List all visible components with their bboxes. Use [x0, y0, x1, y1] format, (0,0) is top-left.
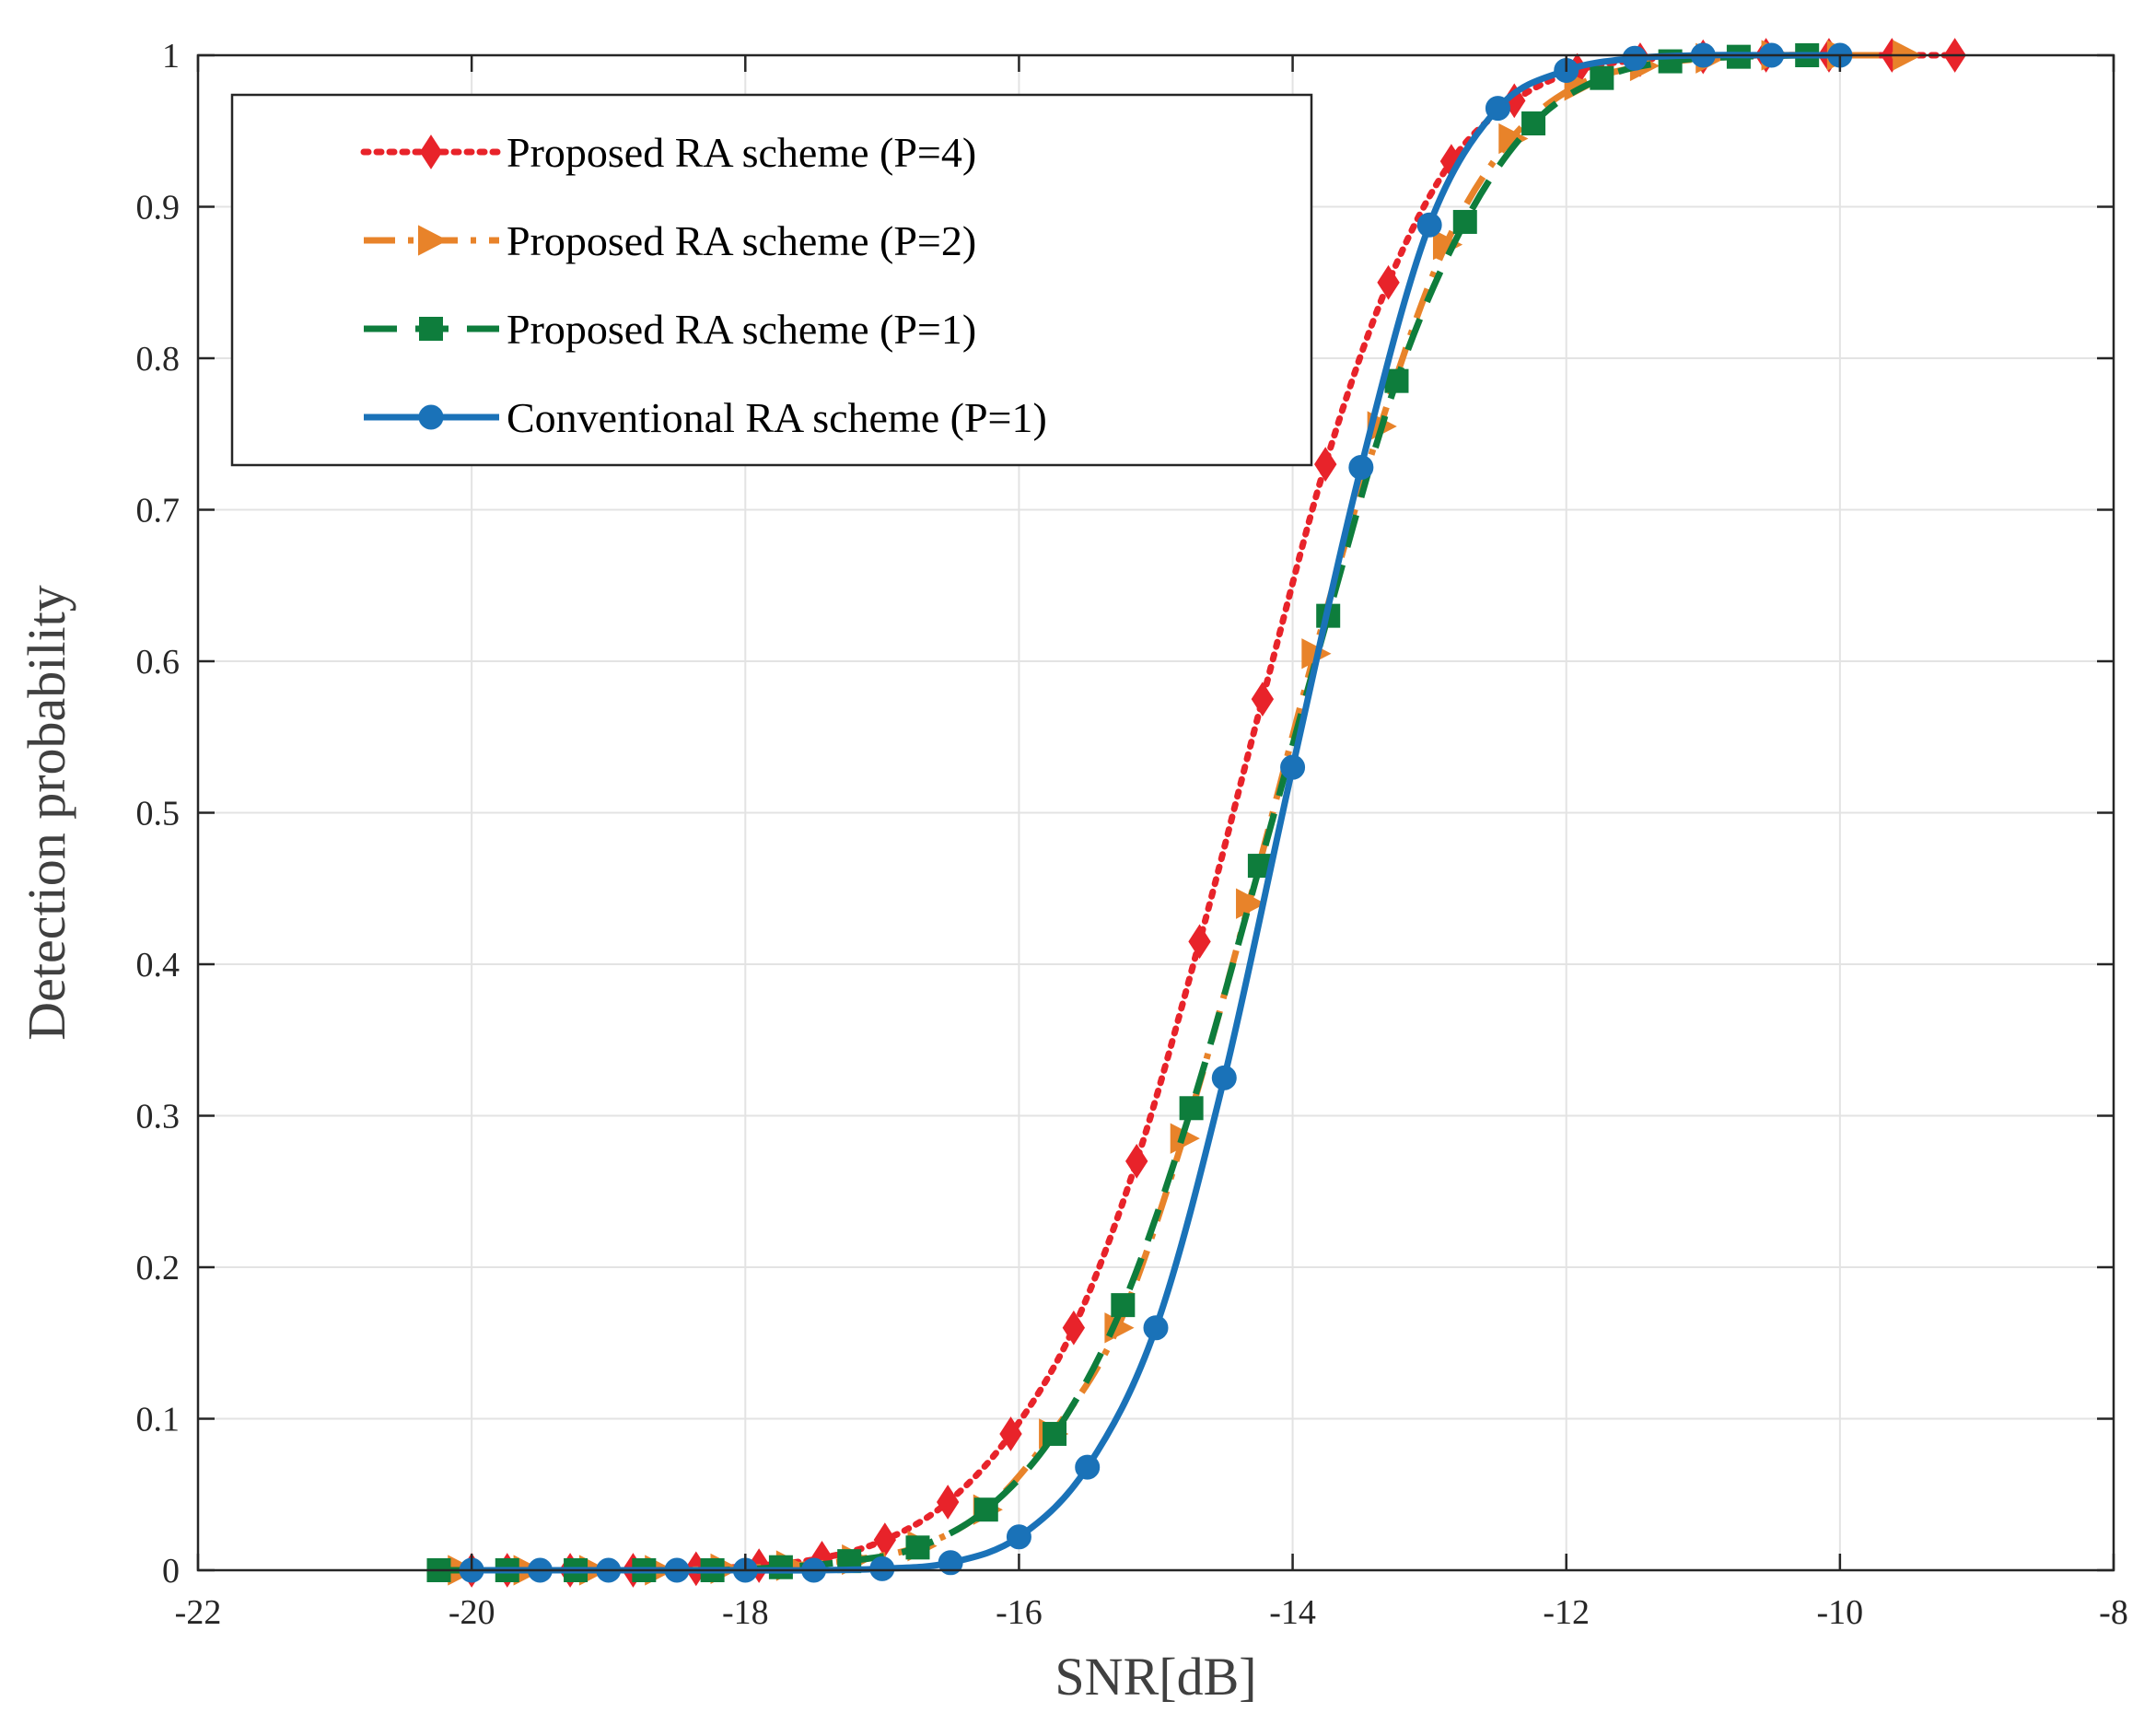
legend-label: Proposed RA scheme (P=1)	[507, 306, 976, 353]
legend-marker	[419, 317, 443, 341]
legend-box	[230, 93, 1313, 467]
data-point	[1452, 209, 1477, 234]
data-point	[1062, 1310, 1086, 1346]
data-point	[1280, 754, 1306, 780]
legend-label: Conventional RA scheme (P=1)	[507, 394, 1047, 441]
y-tick-label: 0	[162, 1552, 180, 1590]
legend-marker	[418, 404, 444, 430]
y-tick-label: 0.7	[136, 492, 181, 530]
x-tick-label: -22	[175, 1593, 222, 1632]
y-tick-label: 0.6	[136, 643, 181, 682]
data-point	[1125, 1144, 1148, 1179]
data-point	[1251, 682, 1275, 717]
legend-marker	[419, 134, 443, 169]
data-point	[1348, 454, 1374, 480]
data-point	[1075, 1454, 1101, 1480]
x-tick-label: -14	[1269, 1593, 1316, 1632]
data-point	[1416, 212, 1442, 238]
y-axis-label: Detection probability	[17, 585, 76, 1040]
data-point	[869, 1555, 895, 1581]
axis-ticks: -22 -20 -18 -16 -14 -12 -10 -8 0 0.1 0.2 0.3 0.4 0.5 0…	[136, 37, 2128, 1632]
data-point	[1485, 96, 1510, 122]
data-point	[1006, 1524, 1031, 1550]
data-point	[999, 1416, 1022, 1451]
data-point	[905, 1535, 930, 1560]
y-tick-label: 0.8	[136, 340, 181, 379]
y-tick-label: 0.9	[136, 189, 181, 227]
data-point	[1622, 45, 1648, 71]
legend-label: Proposed RA scheme (P=2)	[507, 217, 976, 264]
data-point	[1143, 1315, 1169, 1341]
data-point	[938, 1550, 963, 1576]
data-point	[1111, 1293, 1136, 1318]
y-tick-label: 0.5	[136, 795, 181, 833]
x-tick-label: -20	[449, 1593, 495, 1632]
data-point	[1179, 1096, 1204, 1121]
data-point	[1314, 447, 1337, 482]
y-tick-label: 0.4	[136, 946, 181, 985]
data-point	[1211, 1065, 1237, 1090]
x-tick-label: -18	[722, 1593, 769, 1632]
legend-label: Proposed RA scheme (P=4)	[507, 129, 976, 176]
data-point	[973, 1497, 998, 1522]
data-point	[1590, 65, 1614, 90]
y-tick-label: 1	[162, 37, 180, 76]
x-tick-label: -12	[1543, 1593, 1590, 1632]
x-tick-label: -10	[1817, 1593, 1864, 1632]
legend-marker	[418, 225, 449, 256]
data-point	[936, 1485, 960, 1520]
y-tick-label: 0.2	[136, 1249, 181, 1287]
data-point	[1384, 368, 1409, 393]
data-point	[1188, 924, 1211, 960]
x-axis-label: SNR[dB]	[1055, 1647, 1256, 1707]
x-tick-label: -16	[996, 1593, 1043, 1632]
y-tick-label: 0.3	[136, 1098, 181, 1136]
y-tick-label: 0.1	[136, 1401, 181, 1439]
data-point	[1043, 1421, 1067, 1446]
data-point	[1377, 264, 1400, 300]
x-tick-label: -8	[2099, 1593, 2128, 1632]
data-point	[1521, 111, 1546, 136]
data-point	[1236, 888, 1266, 919]
legend: Proposed RA scheme (P=4) Proposed RA sche…	[230, 93, 1313, 467]
